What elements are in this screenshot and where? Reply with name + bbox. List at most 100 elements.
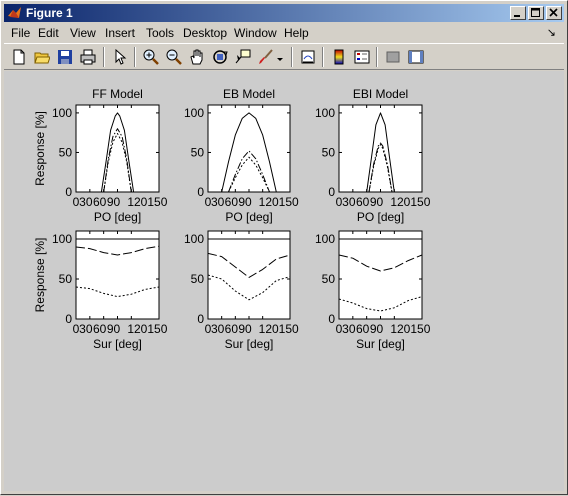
plot-axes bbox=[75, 104, 160, 193]
hide-plot-tools-icon bbox=[386, 51, 400, 63]
colorbar-button[interactable] bbox=[329, 47, 349, 67]
subplot-title: EB Model bbox=[223, 87, 275, 101]
rotate-3d-icon bbox=[213, 50, 228, 64]
legend-icon bbox=[354, 50, 370, 64]
x-tick-label: 120150 bbox=[390, 195, 430, 209]
menu-window[interactable]: Window bbox=[234, 26, 277, 40]
link-plot-button[interactable] bbox=[298, 47, 318, 67]
window-title: Figure 1 bbox=[26, 6, 73, 20]
x-axis-label: Sur [deg] bbox=[93, 337, 142, 351]
open-folder-icon bbox=[34, 52, 50, 64]
y-tick-label: 100 bbox=[52, 106, 72, 120]
series-line-dotted bbox=[338, 296, 423, 312]
close-button[interactable] bbox=[546, 6, 562, 20]
y-tick-label: 100 bbox=[184, 232, 204, 246]
y-tick-label: 0 bbox=[65, 312, 72, 326]
y-tick-label: 0 bbox=[328, 312, 335, 326]
x-tick-label: 60 bbox=[225, 195, 239, 209]
x-tick-label: 0 bbox=[73, 195, 80, 209]
toolbar-separator bbox=[103, 47, 105, 67]
y-tick-label: 100 bbox=[315, 232, 335, 246]
menu-file[interactable]: File bbox=[11, 26, 31, 40]
pan-button[interactable] bbox=[187, 47, 207, 67]
legend-button[interactable] bbox=[352, 47, 372, 67]
brush-dropdown-button[interactable] bbox=[274, 47, 286, 67]
x-axis-label: Sur [deg] bbox=[356, 337, 405, 351]
brush-button[interactable] bbox=[256, 47, 276, 67]
open-button[interactable] bbox=[32, 47, 52, 67]
menu-tools[interactable]: Tools bbox=[146, 26, 175, 40]
series-line-dotted bbox=[75, 286, 160, 298]
maximize-icon bbox=[531, 8, 540, 17]
x-axis-label: PO [deg] bbox=[94, 210, 141, 224]
zoom-in-button[interactable] bbox=[141, 47, 161, 67]
y-tick-label: 100 bbox=[184, 106, 204, 120]
x-tick-label: 90 bbox=[107, 195, 121, 209]
x-axis-label: PO [deg] bbox=[225, 210, 272, 224]
pointer-icon bbox=[115, 49, 127, 65]
x-tick-label: 90 bbox=[238, 322, 252, 336]
zoom-out-button[interactable] bbox=[164, 47, 184, 67]
x-tick-label: 60 bbox=[225, 322, 239, 336]
dock-arrow-icon[interactable]: ↘ bbox=[546, 27, 556, 39]
minimize-button[interactable] bbox=[510, 6, 526, 20]
series-line-dashdot bbox=[228, 150, 270, 193]
plot-axes bbox=[338, 104, 423, 193]
data-cursor-icon bbox=[235, 49, 251, 64]
print-icon bbox=[80, 49, 96, 65]
y-tick-label: 50 bbox=[191, 145, 205, 159]
plot-axes bbox=[338, 230, 423, 320]
menu-edit[interactable]: Edit bbox=[38, 26, 59, 40]
y-tick-label: 50 bbox=[322, 272, 336, 286]
print-button[interactable] bbox=[78, 47, 98, 67]
hide-plot-tools-button[interactable] bbox=[383, 47, 403, 67]
y-tick-label: 0 bbox=[65, 185, 72, 199]
edit-plot-button[interactable] bbox=[110, 47, 130, 67]
menu-view[interactable]: View bbox=[70, 26, 96, 40]
toolbar-separator bbox=[376, 47, 378, 67]
toolbar-separator bbox=[291, 47, 293, 67]
colorbar-icon bbox=[334, 49, 344, 65]
x-tick-label: 90 bbox=[107, 322, 121, 336]
x-tick-label: 30 bbox=[342, 322, 356, 336]
title-bar[interactable]: Figure 1 bbox=[4, 4, 564, 22]
series-line-dashed bbox=[207, 252, 291, 278]
series-line-dotted bbox=[228, 156, 270, 193]
series-line-dashed bbox=[75, 245, 160, 256]
series-line-dotted bbox=[207, 274, 291, 301]
y-tick-label: 0 bbox=[328, 185, 335, 199]
series-line-solid bbox=[100, 112, 135, 193]
x-tick-label: 30 bbox=[211, 195, 225, 209]
x-tick-label: 60 bbox=[93, 195, 107, 209]
y-axis-label: Response [%] bbox=[33, 111, 47, 186]
subplot-title: EBI Model bbox=[353, 87, 408, 101]
subplot-title: FF Model bbox=[92, 87, 143, 101]
x-tick-label: 0 bbox=[336, 322, 343, 336]
x-tick-label: 60 bbox=[93, 322, 107, 336]
maximize-button[interactable] bbox=[528, 6, 544, 20]
x-tick-label: 90 bbox=[370, 195, 384, 209]
save-button[interactable] bbox=[55, 47, 75, 67]
x-tick-label: 0 bbox=[336, 195, 343, 209]
menu-insert[interactable]: Insert bbox=[105, 26, 136, 40]
x-tick-label: 60 bbox=[356, 322, 370, 336]
toolbar-separator bbox=[134, 47, 136, 67]
toolbar bbox=[4, 43, 564, 70]
x-tick-label: 30 bbox=[342, 195, 356, 209]
x-tick-label: 120150 bbox=[127, 195, 167, 209]
x-tick-label: 30 bbox=[211, 322, 225, 336]
y-tick-label: 0 bbox=[197, 312, 204, 326]
show-plot-tools-button[interactable] bbox=[406, 47, 426, 67]
menu-desktop[interactable]: Desktop bbox=[183, 26, 228, 40]
data-cursor-button[interactable] bbox=[233, 47, 253, 67]
y-tick-label: 100 bbox=[52, 232, 72, 246]
menu-help[interactable]: Help bbox=[284, 26, 309, 40]
new-file-button[interactable] bbox=[9, 47, 29, 67]
x-tick-label: 0 bbox=[73, 322, 80, 336]
brush-icon bbox=[259, 49, 273, 64]
rotate-3d-button[interactable] bbox=[210, 47, 230, 67]
y-tick-label: 50 bbox=[322, 145, 336, 159]
